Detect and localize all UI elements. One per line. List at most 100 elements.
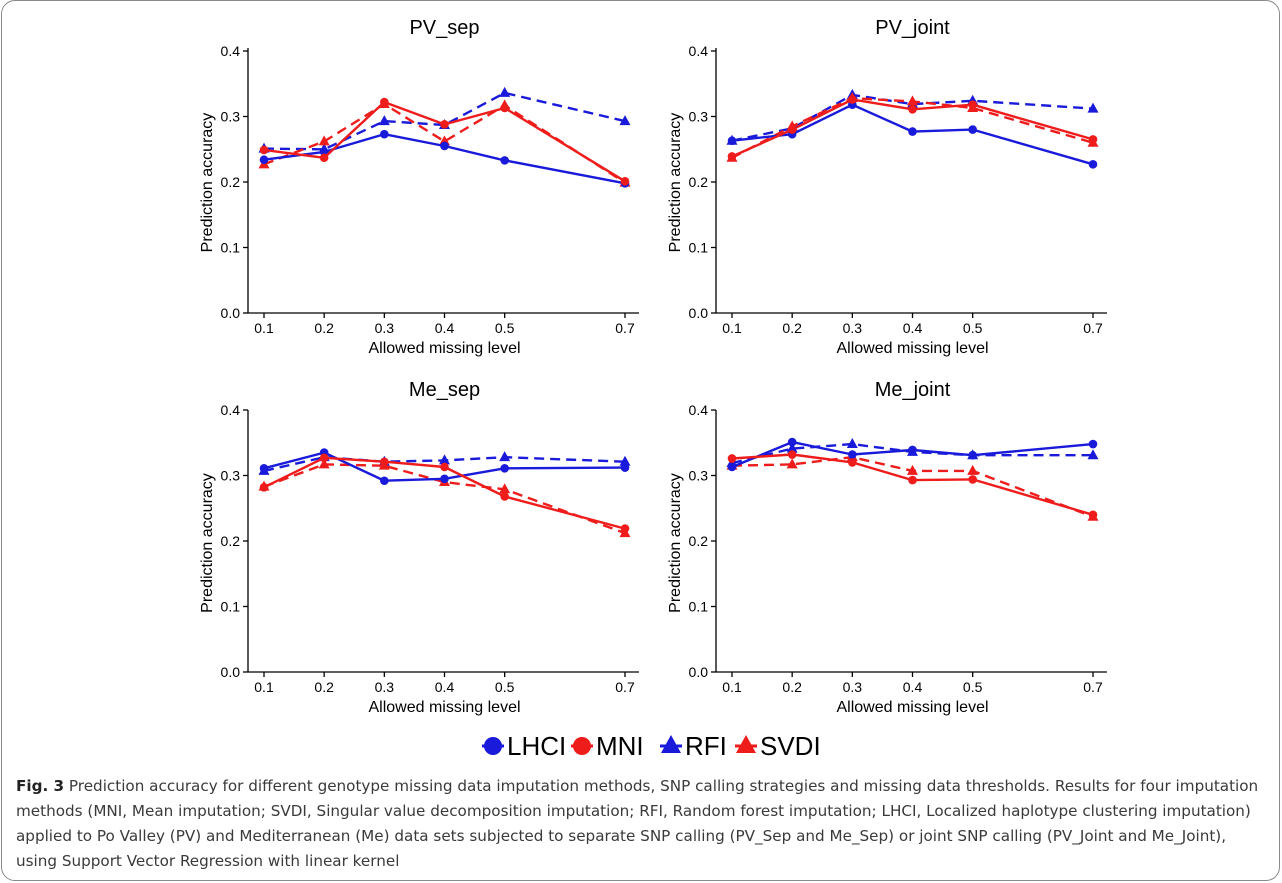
point-svdi: [318, 135, 330, 146]
point-lhci: [968, 450, 977, 460]
y-tick-label: 0.3: [689, 468, 709, 484]
x-tick-label: 0.1: [722, 679, 742, 695]
x-tick-label: 0.3: [843, 679, 863, 695]
x-tick-label: 0.3: [843, 320, 863, 336]
point-rfi: [1087, 449, 1099, 460]
point-svdi: [907, 464, 918, 475]
chart-title: Me_sep: [409, 379, 480, 401]
point-mni: [968, 475, 977, 484]
x-tick-label: 0.3: [375, 320, 395, 336]
point-mni: [727, 454, 737, 463]
point-mni: [787, 125, 797, 134]
legend-marker-circle: [573, 737, 591, 755]
x-tick-label: 0.7: [615, 679, 635, 695]
y-tick-label: 0.1: [221, 240, 241, 256]
y-tick-label: 0.4: [689, 43, 709, 59]
legend-item-svdi: SVDI: [735, 731, 821, 761]
y-tick-label: 0.4: [221, 43, 241, 59]
y-tick-label: 0.2: [221, 533, 241, 549]
series-line-svdi: [263, 102, 626, 184]
point-mni: [319, 453, 329, 463]
point-rfi: [499, 451, 511, 462]
y-tick-label: 0.4: [221, 402, 241, 418]
point-lhci: [848, 450, 857, 459]
x-tick-label: 0.1: [722, 320, 742, 336]
point-svdi: [967, 464, 979, 475]
y-tick-label: 0.1: [689, 599, 709, 615]
y-tick-label: 0.0: [689, 305, 709, 321]
x-axis-label: Allowed missing level: [368, 340, 520, 357]
point-lhci: [380, 129, 389, 139]
chart-panel-1: 0.0 0.1 0.2 0.3 0.4 0.1 0.2 0.3 0.4 0.5 0.7 PV_sep A…: [199, 17, 639, 357]
y-axis-label: Prediction accuracy: [199, 113, 216, 253]
point-lhci: [500, 156, 509, 165]
x-axis-label: Allowed missing level: [836, 340, 988, 357]
series-line-mni: [263, 456, 626, 530]
legend-label: SVDI: [760, 731, 821, 761]
point-lhci: [259, 463, 269, 473]
x-tick-label: 0.5: [963, 679, 983, 695]
x-tick-label: 0.7: [615, 320, 635, 336]
point-rfi: [786, 442, 798, 453]
series-line-svdi: [731, 96, 1094, 159]
x-tick-label: 0.2: [314, 320, 334, 336]
legend-item-lhci: LHCI: [482, 731, 566, 761]
point-rfi: [619, 115, 631, 126]
x-tick-label: 0.2: [782, 320, 802, 336]
point-mni: [440, 120, 449, 129]
x-tick-label: 0.4: [903, 679, 923, 695]
point-lhci: [620, 463, 630, 472]
point-lhci: [319, 147, 329, 157]
series-line-svdi: [263, 463, 626, 535]
point-lhci: [500, 463, 509, 473]
y-tick-label: 0.2: [689, 174, 709, 190]
legend-item-mni: MNI: [571, 731, 644, 761]
x-tick-label: 0.7: [1083, 320, 1103, 336]
x-tick-label: 0.2: [314, 679, 334, 695]
series-line-svdi: [731, 456, 1094, 518]
legend-label: MNI: [596, 731, 644, 761]
figure-label: Fig. 3: [16, 777, 65, 795]
point-lhci: [440, 141, 449, 151]
point-rfi: [439, 454, 450, 465]
legend: LHCI MNI RFI SVDI: [482, 731, 821, 761]
x-tick-label: 0.1: [254, 320, 274, 336]
point-mni: [727, 152, 737, 161]
x-tick-label: 0.4: [903, 320, 923, 336]
chart-panel-4: 0.0 0.1 0.2 0.3 0.4 0.1 0.2 0.3 0.4 0.5 0.7 Me_join…: [667, 379, 1107, 716]
point-mni: [1088, 135, 1098, 144]
x-tick-label: 0.4: [435, 679, 455, 695]
x-tick-label: 0.5: [495, 320, 515, 336]
point-mni: [848, 458, 857, 467]
point-rfi: [499, 86, 511, 97]
y-axis-label: Prediction accuracy: [199, 473, 216, 613]
point-mni: [848, 95, 857, 104]
point-svdi: [318, 458, 330, 469]
y-tick-label: 0.1: [221, 599, 241, 615]
point-lhci: [968, 125, 977, 134]
x-tick-label: 0.3: [375, 679, 395, 695]
y-tick-label: 0.0: [689, 664, 709, 680]
point-mni: [787, 450, 797, 459]
point-rfi: [619, 455, 631, 466]
point-mni: [1088, 510, 1098, 520]
legend-marker-triangle: [736, 735, 756, 753]
y-tick-label: 0.2: [689, 533, 709, 549]
legend-marker-circle: [484, 737, 502, 755]
point-lhci: [908, 127, 917, 136]
point-lhci: [1088, 160, 1098, 169]
y-tick-label: 0.3: [221, 109, 241, 125]
point-lhci: [908, 445, 917, 455]
series-line-mni: [731, 98, 1094, 158]
point-mni: [259, 145, 269, 155]
point-mni: [440, 462, 449, 472]
x-tick-label: 0.2: [782, 679, 802, 695]
point-mni: [319, 153, 329, 163]
point-mni: [380, 457, 389, 467]
chart-title: Me_joint: [875, 379, 951, 401]
series-line-mni: [263, 100, 626, 183]
legend-marker-triangle: [661, 735, 681, 753]
point-mni: [500, 103, 509, 113]
figure-caption: Fig. 3 Prediction accuracy for different…: [16, 774, 1266, 874]
